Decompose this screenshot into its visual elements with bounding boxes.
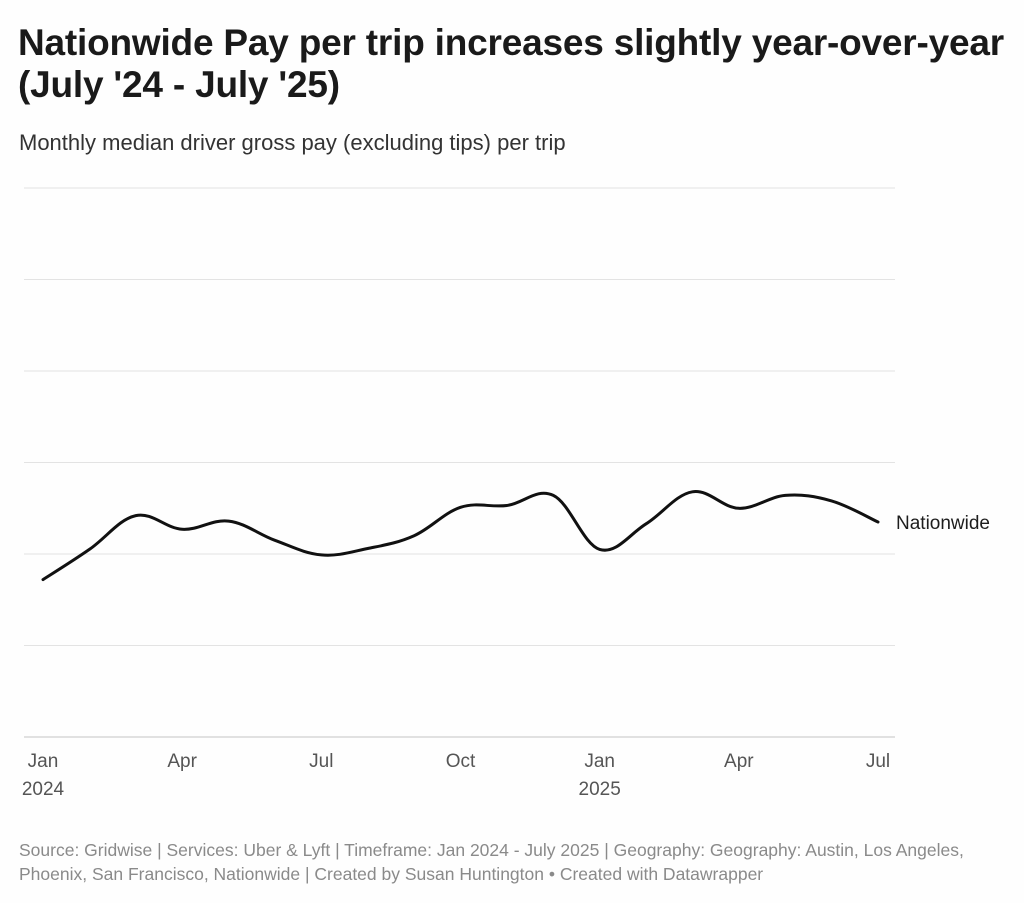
data-point bbox=[830, 499, 834, 503]
data-point bbox=[273, 538, 277, 542]
data-point bbox=[459, 505, 463, 509]
source-note: Source: Gridwise | Services: Uber & Lyft… bbox=[19, 840, 964, 884]
data-point bbox=[876, 520, 880, 524]
x-tick-label: Oct bbox=[446, 751, 476, 772]
data-point bbox=[598, 547, 602, 551]
data-point bbox=[690, 490, 694, 494]
data-point bbox=[319, 553, 323, 557]
x-tick-label: Jan bbox=[28, 751, 59, 772]
data-point bbox=[783, 493, 787, 497]
data-point bbox=[737, 506, 741, 510]
data-point bbox=[644, 522, 648, 526]
data-point bbox=[412, 534, 416, 538]
data-point bbox=[366, 547, 370, 551]
data-point bbox=[180, 527, 184, 531]
x-tick-label: Apr bbox=[724, 751, 754, 772]
x-tick-label: 2025 bbox=[579, 779, 621, 800]
data-point bbox=[41, 578, 45, 582]
x-tick-label: Jul bbox=[309, 751, 333, 772]
series-label: Nationwide bbox=[896, 513, 990, 534]
data-point bbox=[227, 519, 231, 523]
data-point bbox=[505, 504, 509, 508]
x-tick-label: 2024 bbox=[22, 779, 65, 800]
data-point bbox=[87, 547, 91, 551]
x-tick-label: Jul bbox=[866, 751, 890, 772]
series-line-nationwide bbox=[41, 490, 880, 582]
x-tick-label: Apr bbox=[167, 751, 197, 772]
x-tick-label: Jan bbox=[584, 751, 615, 772]
chart-title: Nationwide Pay per trip increases slight… bbox=[18, 22, 1004, 105]
line-chart: Jan 2024 Apr Jul Oct Jan 2025 Apr Jul Nationwide bbox=[22, 187, 990, 800]
data-point bbox=[134, 514, 138, 518]
data-point bbox=[551, 493, 555, 497]
chart-subtitle: Monthly median driver gross pay (excludi… bbox=[19, 130, 566, 155]
